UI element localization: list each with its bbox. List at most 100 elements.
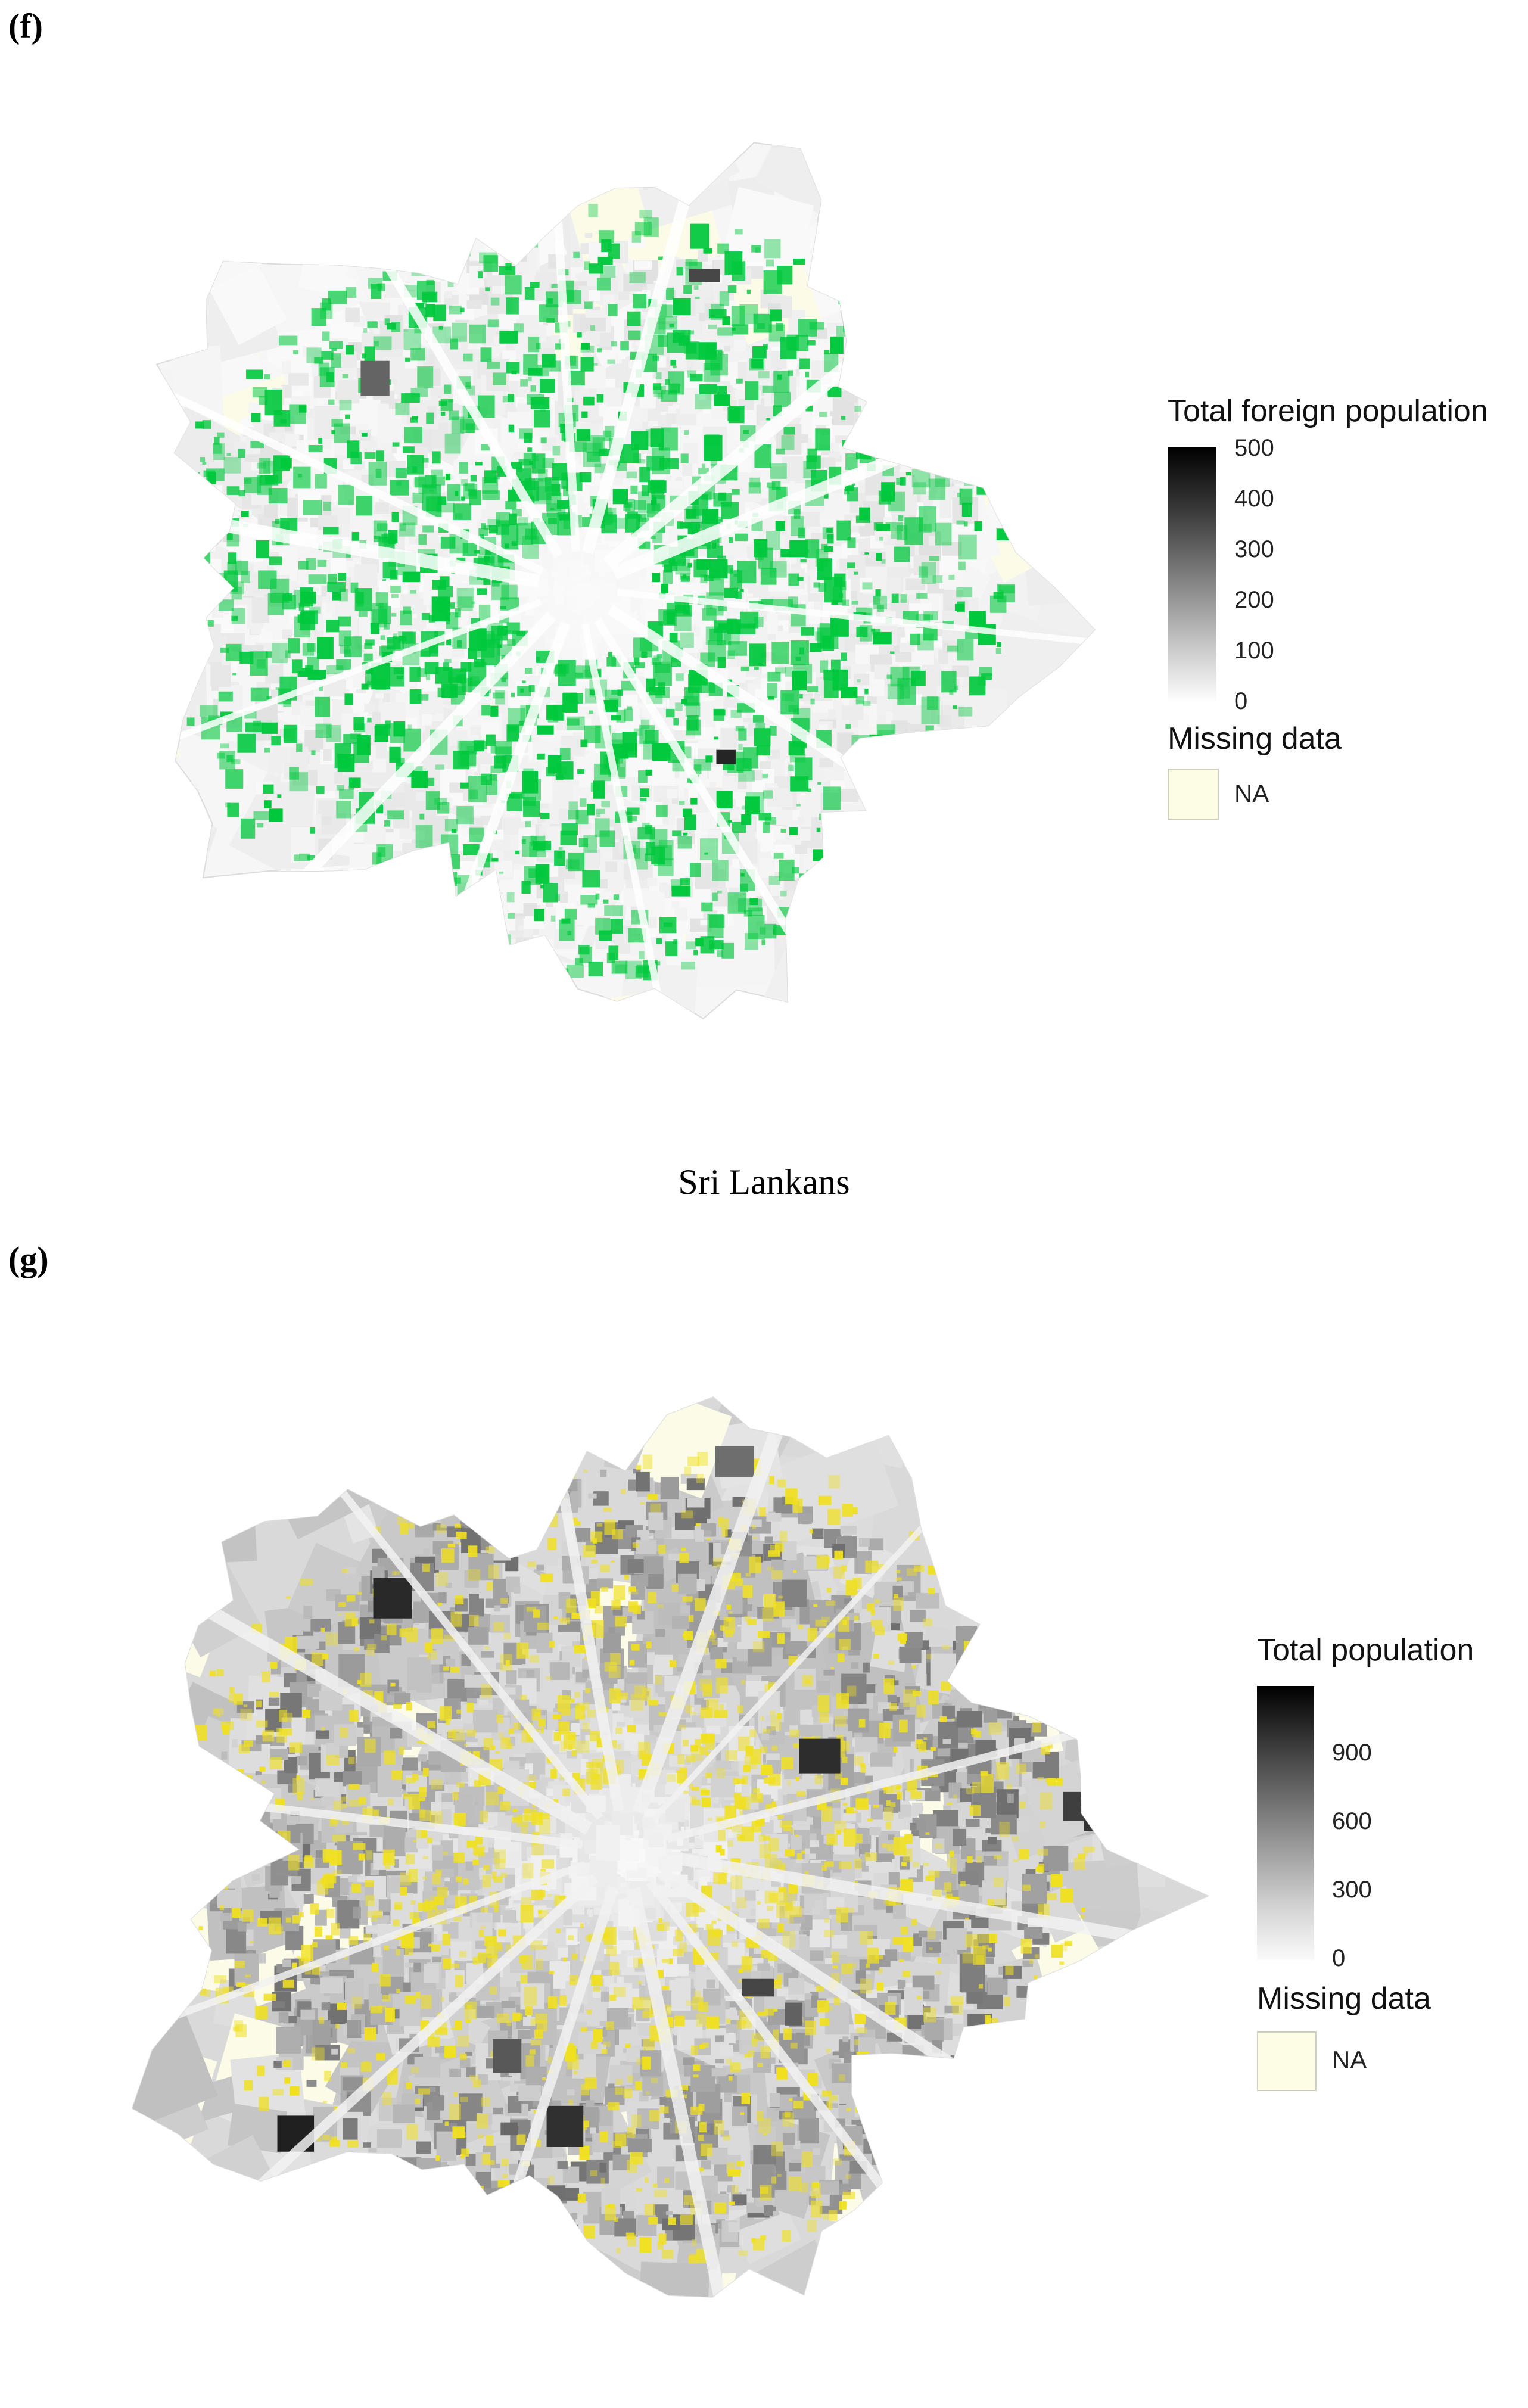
group-density-mark <box>690 798 698 805</box>
group-density-mark <box>311 750 316 755</box>
group-density-mark <box>582 870 600 888</box>
tract <box>873 798 954 875</box>
tract <box>891 767 976 818</box>
group-density-mark <box>795 657 801 661</box>
group-density-mark <box>206 468 225 482</box>
tract <box>253 917 334 981</box>
group-density-mark <box>873 595 888 609</box>
group-density-mark <box>315 474 327 489</box>
group-density-mark <box>489 913 503 923</box>
group-density-mark <box>669 383 680 393</box>
map-g-tracts <box>132 1397 1208 2297</box>
tract <box>358 444 369 452</box>
group-density-mark <box>469 324 486 344</box>
tract <box>814 869 824 882</box>
group-density-mark <box>789 540 808 558</box>
tract <box>39 458 142 558</box>
tract <box>227 741 235 752</box>
group-density-mark <box>771 642 789 664</box>
group-density-mark <box>788 370 793 376</box>
group-density-mark <box>908 742 916 754</box>
tract <box>288 372 309 386</box>
group-density-mark <box>267 592 284 615</box>
group-density-mark <box>785 667 793 677</box>
group-density-mark <box>727 407 740 421</box>
group-density-mark <box>356 496 372 516</box>
group-density-mark <box>763 344 768 350</box>
group-density-mark <box>250 687 269 702</box>
group-density-mark <box>536 343 541 349</box>
tract <box>77 443 138 505</box>
group-density-mark <box>577 769 585 774</box>
tract <box>58 446 116 509</box>
group-density-mark <box>308 444 323 452</box>
group-density-mark <box>734 229 743 235</box>
group-density-mark <box>917 396 931 411</box>
tract <box>1024 541 1095 606</box>
group-density-mark <box>964 463 980 486</box>
group-density-mark <box>500 923 505 928</box>
tract <box>938 2146 1004 2231</box>
group-density-mark <box>483 255 499 272</box>
group-density-mark <box>337 572 346 581</box>
group-density-mark <box>910 633 920 645</box>
group-density-mark <box>225 769 244 789</box>
tract <box>873 789 890 799</box>
group-density-mark <box>665 941 678 956</box>
group-density-mark <box>328 290 347 304</box>
tract <box>853 815 868 830</box>
group-density-mark <box>780 828 786 833</box>
group-density-mark <box>490 705 499 717</box>
group-density-mark <box>844 489 849 495</box>
group-density-mark <box>589 710 593 714</box>
group-density-mark <box>562 692 577 712</box>
group-density-mark <box>511 371 517 375</box>
group-density-mark <box>424 851 434 859</box>
group-density-mark <box>645 853 652 861</box>
tract <box>917 744 926 757</box>
tract <box>440 265 456 276</box>
group-density-mark <box>524 287 535 300</box>
group-density-mark <box>485 287 490 291</box>
group-density-mark <box>444 945 461 962</box>
group-density-mark <box>836 326 851 337</box>
group-density-mark <box>738 770 755 782</box>
tract <box>848 761 870 777</box>
legend-f-missing-title: Missing data <box>1168 721 1342 756</box>
tract <box>835 455 842 462</box>
group-density-mark <box>958 707 973 717</box>
group-density-mark <box>508 913 515 919</box>
group-density-mark <box>500 236 512 244</box>
group-density-mark <box>775 521 786 531</box>
group-density-mark <box>301 610 318 625</box>
group-density-mark <box>318 438 322 444</box>
group-density-mark <box>587 903 596 908</box>
group-density-mark <box>596 278 611 291</box>
tract <box>192 556 205 573</box>
group-density-mark <box>656 805 668 817</box>
group-density-mark <box>488 525 498 534</box>
group-density-mark <box>238 449 245 458</box>
group-density-mark <box>452 951 469 966</box>
group-density-mark <box>474 225 480 230</box>
group-density-mark <box>393 667 404 674</box>
tract <box>879 393 888 403</box>
group-density-mark <box>876 524 891 531</box>
group-density-mark <box>866 341 877 350</box>
group-density-mark <box>519 210 527 219</box>
group-density-mark <box>659 839 674 861</box>
group-density-mark <box>925 725 934 738</box>
group-density-mark <box>410 417 418 423</box>
tract <box>389 889 415 903</box>
group-density-mark <box>666 603 674 614</box>
group-density-mark <box>672 830 682 836</box>
tract <box>867 412 887 430</box>
group-density-mark <box>595 893 600 900</box>
group-density-mark <box>366 904 385 914</box>
group-density-mark <box>717 243 729 254</box>
group-density-mark <box>916 444 935 456</box>
group-density-mark <box>767 696 775 700</box>
group-density-mark <box>625 499 636 512</box>
group-density-mark <box>263 461 276 474</box>
tract <box>251 596 270 623</box>
